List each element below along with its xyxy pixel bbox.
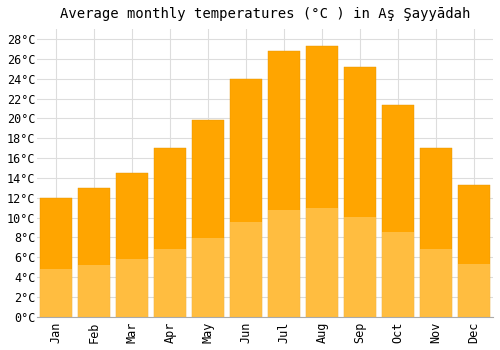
Bar bbox=[154, 148, 186, 317]
Bar bbox=[192, 238, 224, 317]
Bar bbox=[382, 232, 414, 317]
Bar bbox=[230, 222, 262, 317]
Bar bbox=[306, 209, 338, 317]
Bar bbox=[40, 198, 72, 317]
Bar bbox=[420, 148, 452, 317]
Bar bbox=[116, 259, 148, 317]
Title: Average monthly temperatures (°C ) in Aş Şayyādah: Average monthly temperatures (°C ) in Aş… bbox=[60, 7, 470, 21]
Bar bbox=[78, 188, 110, 317]
Bar bbox=[458, 264, 490, 317]
Bar bbox=[230, 79, 262, 317]
Bar bbox=[116, 173, 148, 317]
Bar bbox=[40, 269, 72, 317]
Bar bbox=[268, 51, 300, 317]
Bar bbox=[344, 67, 376, 317]
Bar bbox=[192, 120, 224, 317]
Bar bbox=[306, 46, 338, 317]
Bar bbox=[78, 265, 110, 317]
Bar bbox=[458, 185, 490, 317]
Bar bbox=[382, 105, 414, 317]
Bar bbox=[268, 210, 300, 317]
Bar bbox=[154, 249, 186, 317]
Bar bbox=[420, 249, 452, 317]
Bar bbox=[344, 217, 376, 317]
